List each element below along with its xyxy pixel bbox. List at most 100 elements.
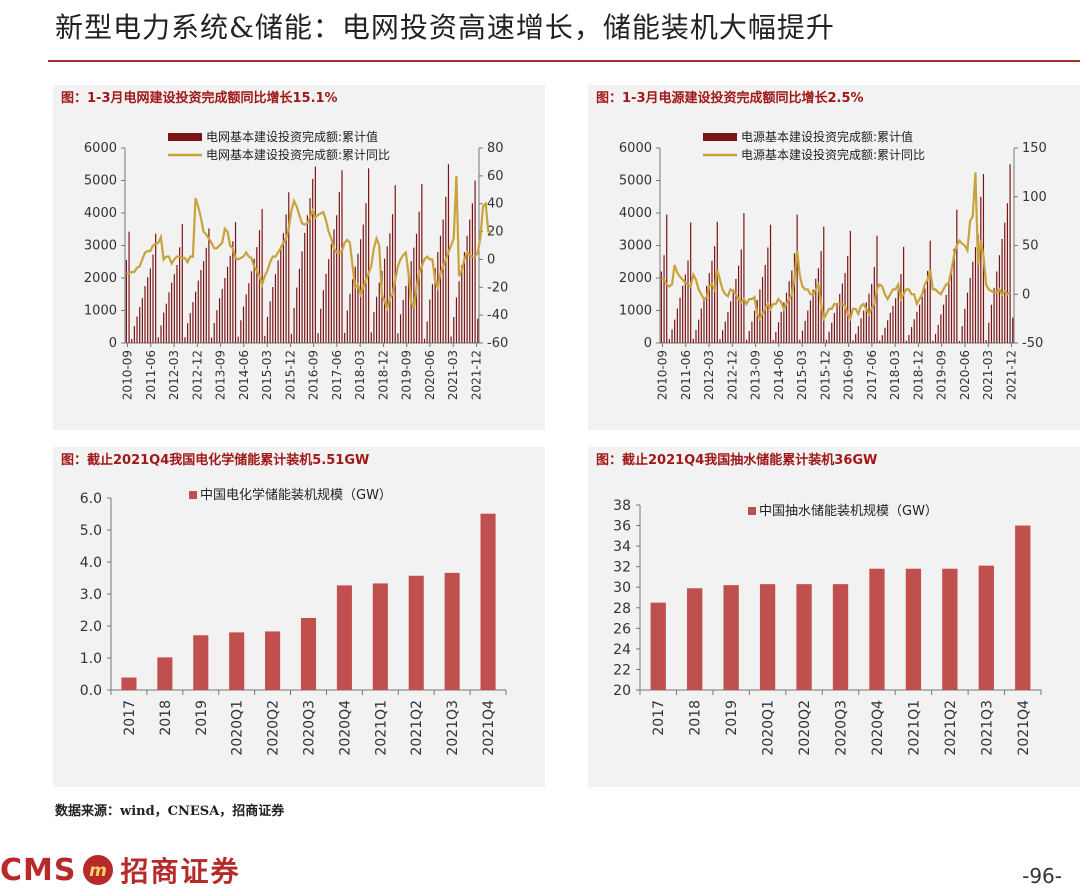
- bar: [312, 178, 314, 343]
- bar: [788, 281, 790, 343]
- bar: [453, 317, 455, 343]
- x-tick-label: 2020Q1: [230, 700, 246, 756]
- bar: [692, 338, 694, 343]
- bar: [264, 335, 266, 343]
- bar: [966, 292, 969, 343]
- bar: [745, 339, 748, 343]
- x-tick-label: 2021Q2: [409, 700, 425, 756]
- bar: [964, 308, 966, 343]
- x-tick-label: 2015-03: [260, 350, 274, 400]
- bar: [823, 226, 825, 343]
- x-tick-label: 2020Q1: [761, 700, 777, 756]
- y-tick-label: 5.0: [80, 523, 102, 539]
- bar: [168, 292, 170, 343]
- bar: [945, 294, 947, 343]
- bar: [213, 323, 215, 343]
- bar: [687, 260, 689, 343]
- bar: [924, 288, 926, 343]
- y2-tick-label: 0: [1022, 287, 1030, 302]
- bar: [857, 326, 859, 343]
- bar: [937, 324, 939, 343]
- bar: [839, 293, 841, 343]
- bar: [723, 585, 739, 690]
- bar: [780, 311, 782, 343]
- bar: [926, 270, 929, 343]
- bar: [714, 246, 716, 343]
- bar: [751, 321, 753, 343]
- y-tick-label: 20: [613, 683, 631, 699]
- bar: [218, 298, 221, 343]
- bar: [200, 270, 202, 343]
- logo-mark-letter: m: [90, 861, 108, 881]
- power-investment-chart: 0 1000 2000 3000 4000 5000 6000 -50 0 50 100 150 201…: [619, 129, 1047, 400]
- bar: [373, 312, 375, 343]
- bar: [389, 233, 391, 343]
- y-tick-label: 1000: [619, 304, 652, 319]
- bar: [216, 310, 218, 343]
- bar: [333, 229, 335, 343]
- x-tick-label: 2018-03: [888, 350, 902, 400]
- bar: [889, 312, 891, 343]
- x-tick-label: 2017-06: [330, 350, 344, 400]
- bar: [372, 583, 388, 690]
- x-tick-label: 2011-06: [679, 350, 693, 400]
- y-tick-label: 38: [613, 498, 631, 514]
- y-tick-label: 34: [613, 539, 631, 555]
- bar: [232, 241, 234, 343]
- bar: [192, 302, 194, 343]
- y2-tick-label: -50: [1022, 336, 1043, 351]
- bar: [996, 271, 998, 343]
- x-tick-label: 2021-03: [981, 350, 995, 400]
- bar: [972, 261, 974, 343]
- bar: [171, 282, 173, 343]
- bar: [165, 303, 167, 343]
- bar: [300, 618, 317, 690]
- bar: [322, 290, 324, 343]
- bar: [756, 300, 758, 343]
- bar: [426, 321, 428, 343]
- y-tick-label: 28: [613, 601, 631, 617]
- bar: [466, 235, 468, 343]
- y-tick-label: 1.0: [80, 651, 102, 667]
- y-tick-label: 2.0: [80, 619, 102, 635]
- y-tick-label: 5000: [619, 174, 652, 189]
- y2-tick-label: 60: [487, 169, 504, 184]
- y-tick-label: 32: [613, 560, 631, 576]
- y-tick-label: 0: [644, 336, 652, 351]
- bar: [801, 330, 804, 343]
- bar: [205, 247, 207, 343]
- bar: [895, 298, 897, 343]
- pumped-storage-chart: 20 22 24 26 28 30 32 34 36 38 2017 2018 2019 2020Q1 20…: [613, 498, 1042, 756]
- bar: [445, 196, 447, 343]
- bar: [724, 321, 726, 343]
- bar: [807, 310, 809, 343]
- bar: [855, 333, 857, 343]
- bar: [833, 313, 836, 343]
- bar: [157, 657, 173, 690]
- bar: [836, 304, 838, 343]
- bar: [740, 249, 742, 343]
- bar: [469, 219, 471, 343]
- bar: [256, 247, 258, 343]
- bar: [671, 329, 673, 343]
- bar: [676, 308, 678, 343]
- bar: [682, 285, 684, 343]
- bar: [402, 299, 404, 343]
- bar: [868, 293, 870, 343]
- legend-swatch: [748, 507, 756, 515]
- bar: [405, 285, 407, 343]
- bar: [759, 289, 761, 343]
- bar: [921, 296, 923, 343]
- bar: [320, 308, 322, 343]
- bar: [708, 273, 710, 343]
- bar: [125, 259, 127, 343]
- cms-logo: CMS m 招商证券: [0, 850, 241, 890]
- y-tick-label: 2000: [84, 271, 117, 286]
- bar: [397, 333, 399, 343]
- bar: [993, 287, 995, 343]
- bar: [221, 288, 223, 343]
- bar: [978, 565, 994, 690]
- bar: [370, 332, 372, 343]
- bar: [687, 588, 703, 690]
- bar: [1001, 239, 1003, 343]
